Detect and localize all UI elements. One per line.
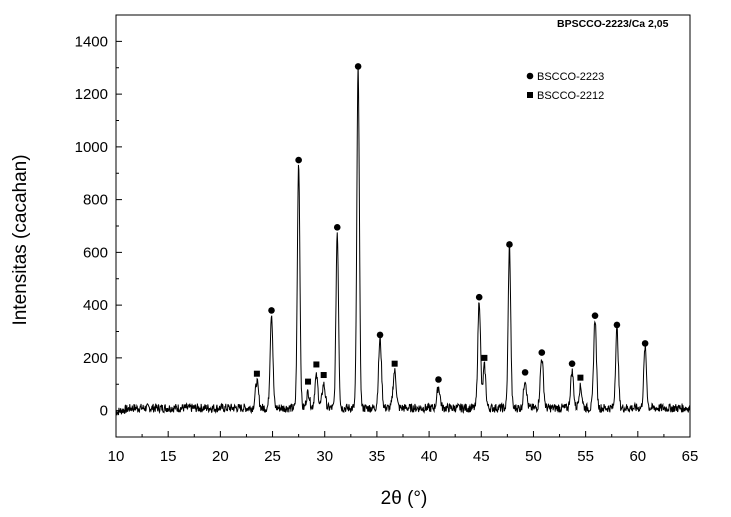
marker-bscco-2212	[305, 378, 312, 385]
x-tick-label: 25	[264, 448, 281, 465]
y-tick-label: 0	[100, 403, 108, 420]
chart-annotation: BPSCCO-2223/Ca 2,05	[557, 18, 669, 30]
marker-bscco-2223	[521, 369, 529, 376]
marker-bscco-2223	[475, 293, 483, 301]
marker-bscco-2223	[354, 63, 362, 70]
marker-bscco-2223	[435, 376, 442, 383]
x-tick-label: 40	[421, 448, 438, 465]
marks-layer	[115, 63, 691, 416]
x-tick-label: 10	[108, 448, 125, 465]
y-tick-label: 200	[83, 350, 108, 367]
marker-bscco-2212	[577, 374, 584, 381]
x-axis-title: 2θ (°)	[381, 488, 428, 509]
marker-bscco-2212	[313, 361, 320, 368]
y-tick-label: 400	[83, 297, 108, 314]
xrd-trace	[115, 63, 691, 416]
x-tick-label: 50	[525, 448, 542, 465]
marker-bscco-2223	[538, 349, 546, 356]
marker-bscco-2223	[506, 241, 513, 248]
marker-bscco-2223	[295, 156, 302, 164]
marker-bscco-2223	[268, 307, 275, 314]
marker-bscco-2212	[481, 354, 488, 361]
x-tick-label: 65	[682, 448, 699, 465]
legend-marker-circle	[526, 72, 534, 80]
marker-bscco-2223	[376, 331, 384, 339]
y-axis-title: Intensitas (cacahan)	[10, 154, 31, 325]
x-tick-label: 55	[577, 448, 594, 465]
legend-label-bscco-2212: BSCCO-2212	[537, 90, 604, 102]
y-tick-label: 1400	[75, 33, 108, 50]
x-tick-label: 15	[160, 448, 177, 465]
y-tick-label: 1000	[75, 139, 108, 156]
marker-bscco-2212	[391, 360, 398, 367]
y-tick-label: 1200	[75, 86, 108, 103]
marker-bscco-2212	[253, 370, 260, 377]
legend-marker-square	[527, 92, 533, 98]
marker-bscco-2223	[641, 340, 649, 347]
marker-bscco-2212	[320, 372, 327, 379]
y-axis: 0 200 400 600 800 1000 1200 1400	[75, 14, 122, 438]
marker-bscco-2223	[613, 321, 621, 329]
y-tick-label: 600	[83, 244, 108, 261]
x-axis: 10 15 20 25 30 35 40 45 50 55 60 65	[108, 431, 699, 465]
marker-bscco-2223	[333, 224, 341, 231]
x-tick-label: 30	[316, 448, 333, 465]
x-tick-label: 20	[212, 448, 229, 465]
y-tick-label: 800	[83, 192, 108, 209]
x-tick-label: 35	[369, 448, 386, 465]
marker-bscco-2223	[568, 360, 576, 367]
marker-bscco-2223	[591, 312, 599, 319]
x-tick-label: 60	[629, 448, 646, 465]
legend-label-bscco-2223: BSCCO-2223	[537, 71, 604, 83]
legend: BSCCO-2223 BSCCO-2212	[526, 71, 604, 102]
x-tick-label: 45	[473, 448, 490, 465]
